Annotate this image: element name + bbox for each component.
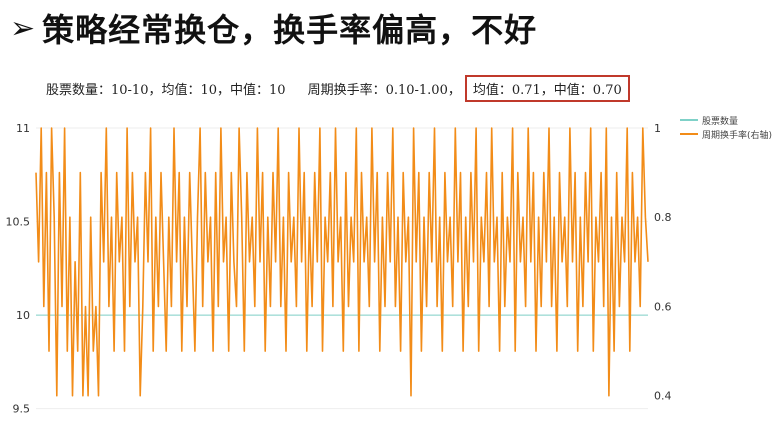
arrow-bullet-icon: ➢ — [10, 10, 37, 46]
stats-summary: 股票数量：10-10，均值：10，中值：10 周期换手率：0.10-1.00， … — [46, 74, 630, 102]
slide-heading: ➢ 策略经常换仓，换手率偏高，不好 — [10, 6, 537, 50]
heading-text: 策略经常换仓，换手率偏高，不好 — [42, 11, 538, 49]
right-tick-label: 1 — [654, 122, 661, 135]
legend-label: 周期换手率(右轴) — [702, 129, 772, 141]
stock-count-stats: 股票数量：10-10，均值：10，中值：10 — [46, 82, 286, 98]
right-tick-label: 0.8 — [654, 211, 672, 224]
right-tick-label: 0.4 — [654, 390, 672, 403]
left-tick-label: 10 — [16, 309, 30, 322]
right-axis-ticks: 1 0.8 0.6 0.4 — [654, 122, 672, 403]
legend-label: 股票数量 — [702, 115, 738, 127]
chart-series — [35, 127, 649, 397]
left-tick-label: 9.5 — [13, 403, 31, 416]
left-tick-label: 10.5 — [6, 216, 31, 229]
left-tick-label: 11 — [16, 122, 30, 135]
series-line-turnover — [35, 127, 649, 397]
right-tick-label: 0.6 — [654, 300, 672, 313]
turnover-mean-median-highlight: 均值：0.71，中值：0.70 — [464, 74, 630, 102]
turnover-range-stats: 周期换手率：0.10-1.00， — [307, 82, 461, 98]
left-axis-ticks: 11 10.5 10 9.5 — [6, 122, 31, 416]
